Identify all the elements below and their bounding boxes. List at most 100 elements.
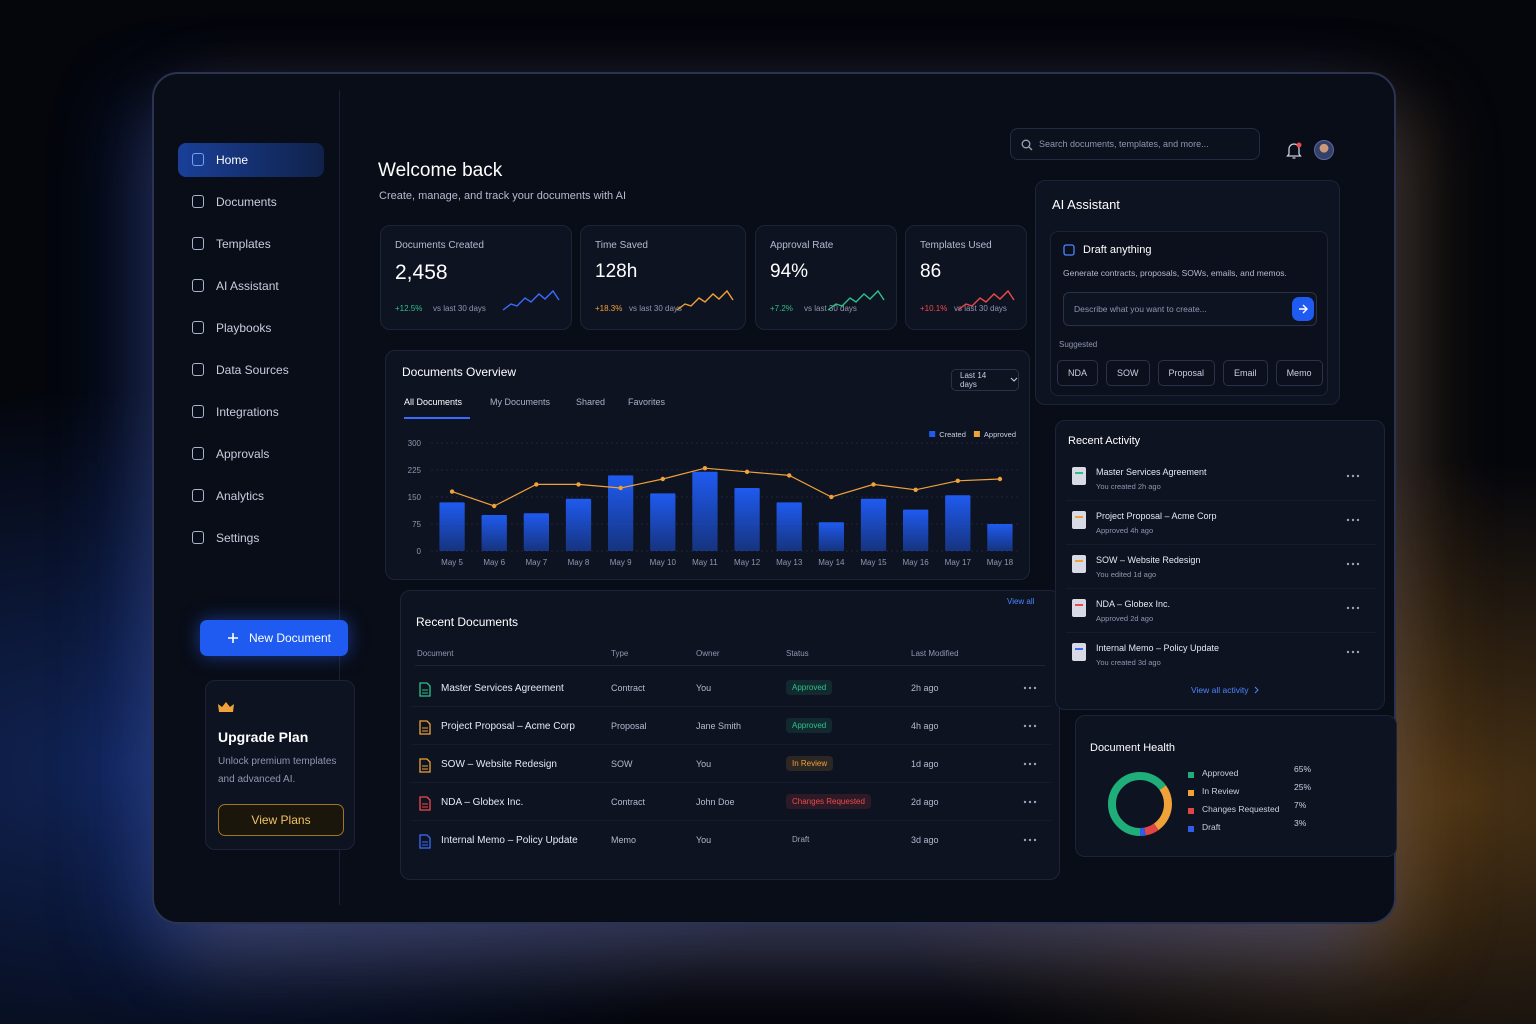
nav-item[interactable]: Playbooks	[178, 311, 324, 345]
activity-item[interactable]: Master Services Agreement You created 2h …	[1066, 459, 1376, 501]
document-health-card: Document Health Approved 65% In Review 25% Ch…	[1075, 715, 1397, 857]
upgrade-title: Upgrade Plan	[218, 729, 309, 745]
bar	[818, 522, 844, 551]
more-menu[interactable]	[1023, 761, 1037, 767]
more-menu[interactable]	[1346, 649, 1360, 655]
table-row[interactable]: Project Proposal – Acme Corp Proposal Jane…	[411, 709, 1051, 745]
activity-item[interactable]: SOW – Website Redesign You edited 1d ago	[1066, 547, 1376, 589]
nav-icon	[192, 447, 204, 460]
nav-item[interactable]: Approvals	[178, 437, 324, 471]
last-modified: 2h ago	[911, 683, 939, 693]
kpi-label: Templates Used	[920, 240, 992, 251]
kpi-sparkline	[676, 289, 734, 311]
nav-label: Approvals	[216, 447, 270, 461]
avatar[interactable]	[1314, 140, 1334, 160]
kpi-value: 2,458	[395, 261, 448, 284]
kpi-card: Time Saved 128h +18.3% vs last 30 days	[580, 225, 746, 330]
activity-title: Project Proposal – Acme Corp	[1096, 511, 1217, 521]
line-point	[534, 482, 539, 487]
suggestion-chip[interactable]: NDA	[1057, 360, 1099, 386]
nav-item[interactable]: Home	[178, 143, 324, 177]
view-all-link[interactable]: View all	[1007, 597, 1035, 606]
nav-item[interactable]: Data Sources	[178, 353, 324, 387]
document-name: NDA – Globex Inc.	[441, 797, 524, 808]
view-all-activity[interactable]: View all activity	[1191, 685, 1260, 695]
new-document-button[interactable]: New Document	[200, 620, 348, 656]
tab[interactable]: Shared	[576, 397, 606, 407]
document-owner: You	[696, 835, 712, 845]
suggestion-chip[interactable]: Proposal	[1157, 360, 1216, 386]
y-tick-label: 75	[412, 520, 421, 529]
doc-outline	[419, 834, 431, 849]
button-label: View Plans	[251, 813, 311, 827]
line-point	[829, 494, 834, 500]
view-plans-button[interactable]: View Plans	[218, 804, 344, 836]
upgrade-card: Upgrade Plan Unlock premium templates and…	[205, 680, 355, 850]
suggestion-chip[interactable]: Memo	[1275, 360, 1323, 386]
range-select[interactable]: Last 14 days	[951, 369, 1019, 391]
search-box[interactable]: Search documents, templates, and more...	[1010, 128, 1260, 160]
column-header: Status	[786, 649, 809, 658]
nav-item[interactable]: Settings	[178, 521, 324, 555]
menu-dot	[1023, 724, 1027, 728]
nav-item[interactable]: AI Assistant	[178, 269, 324, 303]
nav-item[interactable]: Integrations	[178, 395, 324, 429]
recent-documents-card: Recent Documents View all Document Type Owne…	[400, 590, 1060, 880]
kpi-card: Documents Created 2,458 +12.5% vs last 30 d…	[380, 225, 572, 330]
document-name: Project Proposal – Acme Corp	[441, 721, 575, 732]
arrow	[1299, 304, 1308, 314]
more-menu[interactable]	[1023, 799, 1037, 805]
prompt-input[interactable]: Describe what you want to create...	[1063, 292, 1317, 326]
more-menu[interactable]	[1346, 473, 1360, 479]
table-row[interactable]: Master Services Agreement Contract You Appr…	[411, 671, 1051, 707]
document-owner: Jane Smith	[696, 721, 742, 731]
table-row[interactable]: Internal Memo – Policy Update Memo You Draf…	[411, 823, 1051, 859]
bar	[776, 502, 802, 551]
upgrade-text: Unlock premium templates and advanced AI…	[218, 756, 337, 785]
kpi-value: 128h	[595, 261, 638, 282]
y-tick-label: 300	[408, 439, 422, 448]
table-row[interactable]: SOW – Website Redesign SOW You In Review 1d …	[411, 747, 1051, 783]
kpi-sparkline	[957, 289, 1015, 311]
section-title: Document Health	[1090, 742, 1175, 754]
document-type: Contract	[611, 797, 646, 807]
suggestion-chip[interactable]: SOW	[1106, 360, 1150, 386]
tab[interactable]: My Documents	[490, 397, 551, 407]
range-label: Last 14 days	[960, 371, 987, 389]
nav-item[interactable]: Analytics	[178, 479, 324, 513]
more-menu[interactable]	[1346, 605, 1360, 611]
doc-outline	[419, 682, 431, 697]
send-button[interactable]	[1292, 297, 1314, 321]
draft-text: Generate contracts, proposals, SOWs, ema…	[1063, 268, 1287, 278]
more-menu[interactable]	[1023, 837, 1037, 843]
activity-item[interactable]: NDA – Globex Inc. Approved 2d ago	[1066, 591, 1376, 633]
more-menu[interactable]	[1346, 561, 1360, 567]
notification-bell[interactable]	[1286, 142, 1302, 160]
more-menu[interactable]	[1346, 517, 1360, 523]
table-row[interactable]: NDA – Globex Inc. Contract John Doe Changes…	[411, 785, 1051, 821]
sparkle-icon	[1063, 244, 1075, 256]
menu-dot	[1346, 474, 1350, 478]
menu-dot	[1356, 650, 1360, 654]
bar	[608, 475, 634, 551]
doc-icon	[419, 720, 431, 735]
document-status: Approved	[786, 680, 833, 695]
nav-item[interactable]: Documents	[178, 185, 324, 219]
last-modified: 2d ago	[911, 797, 939, 807]
activity-item[interactable]: Project Proposal – Acme Corp Approved 4h …	[1066, 503, 1376, 545]
suggestion-chip[interactable]: Email	[1223, 360, 1268, 386]
nav-item[interactable]: Templates	[178, 227, 324, 261]
overview-card: Documents Overview Last 14 days All Docume…	[385, 350, 1030, 580]
doc-icon	[419, 796, 431, 811]
draft-title: Draft anything	[1083, 244, 1152, 256]
tab[interactable]: All Documents	[404, 397, 463, 407]
nav-icon	[192, 279, 204, 292]
tab[interactable]: Favorites	[628, 397, 666, 407]
more-menu[interactable]	[1023, 723, 1037, 729]
section-title: Recent Activity	[1068, 435, 1141, 447]
activity-item[interactable]: Internal Memo – Policy Update You created…	[1066, 635, 1376, 677]
nav-icon	[192, 405, 204, 418]
line-point	[660, 476, 665, 482]
more-menu[interactable]	[1023, 685, 1037, 691]
line-point	[618, 485, 623, 491]
